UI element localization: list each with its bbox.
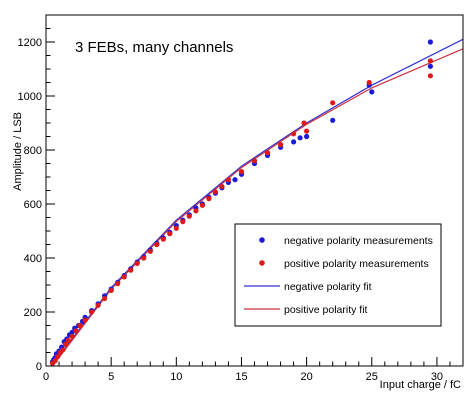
legend-marker-positive-measurements <box>259 260 265 266</box>
legend-label-negative-measurements: negative polarity measurements <box>284 235 433 247</box>
negative-polarity-measurements-point <box>304 133 310 140</box>
x-tick-label: 30 <box>431 371 443 383</box>
positive-polarity-measurements-point <box>95 302 101 308</box>
positive-polarity-measurements-point <box>55 354 61 360</box>
y-tick-label: 1200 <box>18 37 42 49</box>
positive-polarity-measurements-point <box>264 150 271 156</box>
x-tick-label: 20 <box>301 371 313 383</box>
positive-polarity-measurements-point <box>73 328 79 334</box>
x-tick-label: 25 <box>366 371 378 383</box>
positive-polarity-measurements-point <box>167 231 173 237</box>
x-tick-label: 15 <box>235 371 247 383</box>
legend-label-positive-fit: positive polarity fit <box>284 304 368 316</box>
positive-polarity-measurements-point <box>427 73 433 79</box>
negative-polarity-measurements-point <box>427 39 433 45</box>
positive-polarity-measurements-point <box>199 202 205 208</box>
positive-polarity-measurements-point <box>52 358 58 364</box>
positive-polarity-measurements-point <box>115 281 121 287</box>
x-axis-ticks: 0 5 10 15 20 25 30 <box>43 357 464 383</box>
x-tick-label: 0 <box>43 371 49 383</box>
positive-polarity-measurements-point <box>173 225 179 231</box>
y-tick-label: 1000 <box>18 91 42 103</box>
positive-polarity-measurements-point <box>251 158 258 164</box>
data-marks <box>49 38 464 367</box>
positive-polarity-measurements-point <box>304 128 310 134</box>
negative-polarity-measurements-point <box>427 63 433 69</box>
negative-polarity-measurements-point <box>369 89 375 95</box>
positive-polarity-measurements-point <box>69 333 75 339</box>
positive-polarity-measurements-point <box>193 208 199 214</box>
positive-polarity-measurements-point <box>128 267 134 273</box>
positive-polarity-measurements-point <box>225 177 231 183</box>
positive-polarity-measurements-point <box>278 142 284 148</box>
positive-polarity-measurements-point <box>154 241 160 248</box>
legend-label-positive-measurements: positive polarity measurements <box>284 258 429 270</box>
y-tick-label: 0 <box>36 361 42 373</box>
positive-polarity-measurements-point <box>141 255 147 261</box>
positive-polarity-measurements-point <box>186 213 192 219</box>
legend-label-negative-fit: negative polarity fit <box>284 281 372 293</box>
positive-polarity-measurements-point <box>89 309 95 315</box>
y-axis-ticks: 0 200 400 600 800 1000 1200 <box>18 14 55 373</box>
y-tick-label: 600 <box>24 199 42 211</box>
positive-polarity-measurements-point <box>206 196 212 202</box>
legend-marker-negative-measurements <box>259 237 265 243</box>
positive-polarity-measurements-point <box>238 169 245 175</box>
y-tick-label: 200 <box>24 307 42 319</box>
negative-polarity-measurements-point <box>297 135 303 141</box>
negative-polarity-measurements-point <box>330 117 336 123</box>
positive-polarity-measurements-point <box>180 219 186 225</box>
positive-polarity-measurements-point <box>291 131 297 137</box>
negative-polarity-measurements-point <box>232 177 238 183</box>
y-tick-label: 400 <box>24 253 42 265</box>
positive-polarity-measurements-point <box>301 120 307 126</box>
x-tick-label: 10 <box>170 371 182 383</box>
positive-polarity-measurements-point <box>62 341 69 347</box>
x-axis-title: Input charge / fC <box>380 379 461 391</box>
positive-polarity-measurements-point <box>60 347 66 353</box>
positive-polarity-measurements-point <box>134 260 140 266</box>
positive-polarity-measurements-point <box>121 274 127 280</box>
negative-polarity-measurements-point <box>291 139 297 145</box>
positive-polarity-measurements-point <box>427 58 433 64</box>
negative-polarity-measurements-point <box>69 329 75 335</box>
positive-polarity-measurements-point <box>160 236 166 242</box>
positive-polarity-measurements-point <box>65 337 71 343</box>
chart-annotation: 3 FEBs, many channels <box>75 39 233 56</box>
x-tick-label: 5 <box>108 371 114 383</box>
y-tick-label: 800 <box>24 145 42 157</box>
positive-polarity-measurements-point <box>77 322 83 329</box>
positive-polarity-measurements-point <box>212 189 218 195</box>
positive-polarity-measurements-point <box>219 183 225 190</box>
positive-polarity-measurements-point <box>108 287 114 293</box>
positive-polarity-measurements-point <box>330 100 336 106</box>
positive-polarity-measurements-point <box>147 248 153 254</box>
positive-polarity-measurements-point <box>82 317 88 323</box>
y-axis-title: Amplitude / LSB <box>12 112 24 191</box>
legend: negative polarity measurements positive … <box>234 223 442 327</box>
positive-polarity-measurements-point <box>366 79 372 86</box>
positive-polarity-measurements-point <box>102 295 108 302</box>
